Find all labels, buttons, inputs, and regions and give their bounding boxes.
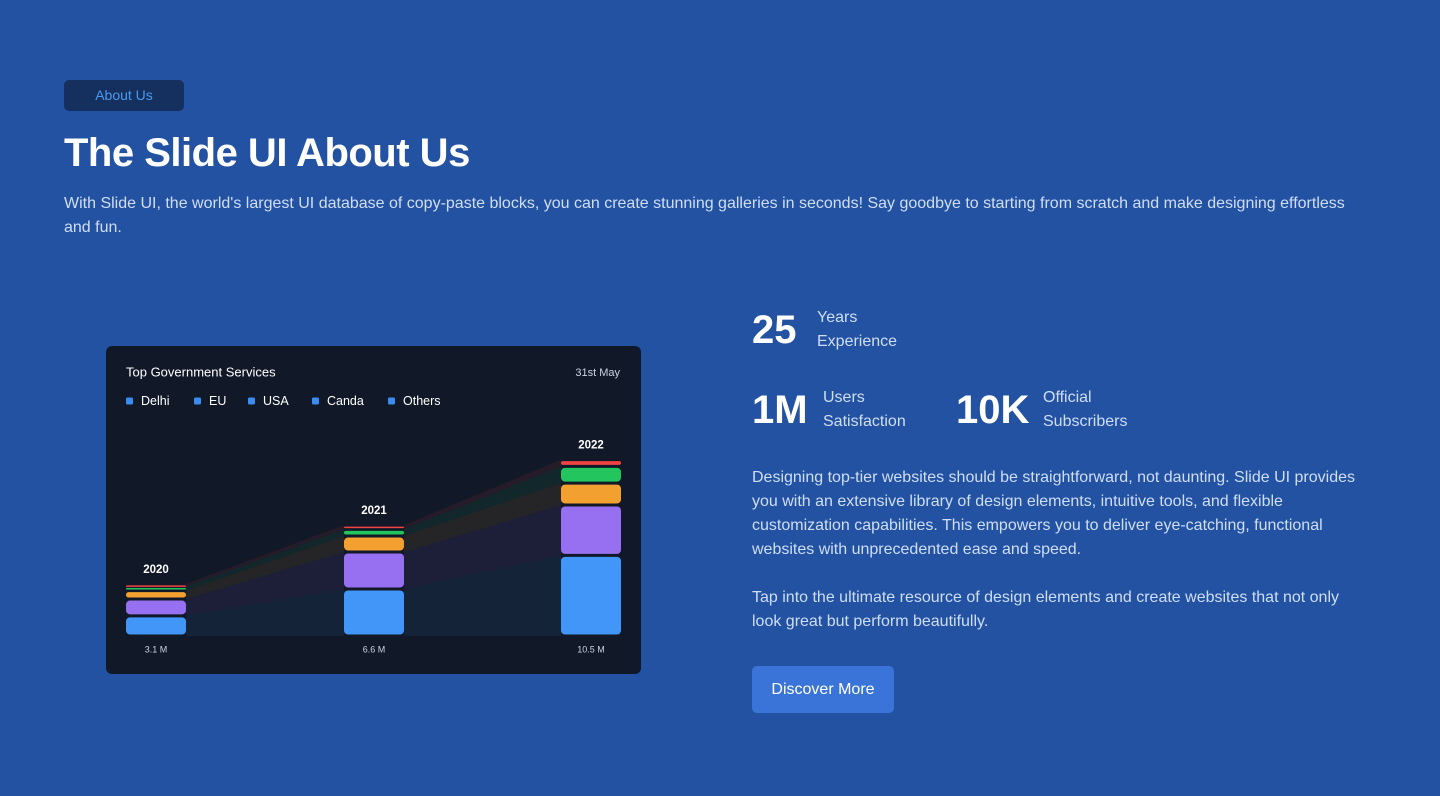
flow-band — [186, 536, 344, 600]
flow-band — [186, 529, 344, 591]
bar-segment — [561, 506, 621, 554]
flow-band — [404, 466, 561, 537]
bar-segment — [344, 537, 404, 551]
flow-band — [404, 504, 561, 589]
discover-button[interactable]: Discover More — [752, 666, 894, 713]
legend-marker — [248, 397, 255, 405]
total-label: 10.5 M — [577, 644, 605, 654]
flow-band — [186, 588, 344, 636]
bar-segment — [344, 530, 404, 535]
flow-band — [404, 459, 561, 530]
flow-band — [404, 555, 561, 636]
flow-band — [186, 552, 344, 616]
legend-label: EU — [209, 394, 226, 408]
stat-label: Official Subscribers — [1043, 386, 1127, 434]
bar-segment — [561, 556, 621, 635]
legend-marker — [312, 397, 319, 405]
title: The Slide UI About Us — [64, 131, 470, 175]
badge: About Us — [64, 80, 184, 111]
paragraph: Designing top-tier websites should be st… — [752, 469, 1355, 558]
legend-marker — [194, 397, 201, 405]
flow-band — [404, 483, 561, 552]
bar-segment — [561, 484, 621, 504]
bar-segment — [344, 526, 404, 529]
total-label: 6.6 M — [363, 644, 386, 654]
stat-value: 10K — [956, 388, 1030, 432]
paragraph: Tap into the ultimate resource of design… — [752, 589, 1340, 630]
bar-segment — [126, 617, 186, 635]
bar-segment — [561, 461, 621, 465]
total-label: 3.1 M — [145, 644, 168, 654]
legend-label: Canda — [327, 394, 364, 408]
bar-segment — [126, 587, 186, 590]
legend-marker — [126, 397, 133, 405]
description: With Slide UI, the world's largest UI da… — [64, 195, 1345, 236]
year-label: 2022 — [578, 440, 604, 452]
stat-label-line: Official — [1043, 389, 1092, 406]
legend-label: Delhi — [141, 394, 170, 408]
legend-marker — [388, 397, 395, 405]
bar-segment — [344, 590, 404, 635]
chart-title: Top Government Services — [126, 364, 276, 379]
card-bg — [106, 346, 641, 674]
year-label: 2021 — [361, 505, 387, 517]
stat-label-line: Users — [823, 389, 865, 406]
bar-segment — [344, 553, 404, 588]
flow-band — [186, 525, 344, 587]
stat-label: Years Experience — [817, 306, 897, 354]
bar-segment — [126, 592, 186, 598]
stat-value: 25 — [752, 308, 797, 352]
stat-label: Users Satisfaction — [823, 386, 906, 434]
year-label: 2020 — [143, 564, 169, 576]
stat-label-line: Subscribers — [1043, 413, 1128, 430]
bar-segment — [126, 585, 186, 587]
legend-label: Others — [403, 394, 441, 408]
chart-card: Top Government Services 31st May Delhi EU… — [106, 346, 641, 674]
stat-label-line: Satisfaction — [823, 413, 906, 430]
legend-label: USA — [263, 394, 289, 408]
stat-label-line: Years — [817, 309, 858, 326]
bar-segment — [561, 467, 621, 482]
bar-segment — [126, 600, 186, 615]
stat-label-line: Experience — [817, 333, 898, 350]
stat-value: 1M — [752, 388, 808, 432]
chart-date: 31st May — [575, 367, 620, 379]
